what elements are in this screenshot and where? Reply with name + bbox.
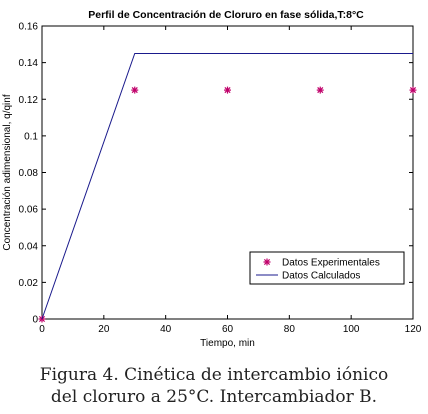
y-tick-label: 0.04 xyxy=(19,241,39,252)
y-tick-label: 0.06 xyxy=(19,205,39,216)
legend-label: Datos Experimentales xyxy=(282,258,380,269)
marker-stroke xyxy=(409,87,417,94)
legend-box xyxy=(249,251,405,285)
legend: Datos Experimentales Datos Calculados xyxy=(249,251,405,285)
data-point-experimental xyxy=(316,86,324,94)
x-tick-label: 60 xyxy=(222,324,234,335)
legend-label: Datos Calculados xyxy=(282,271,360,282)
y-tick-label: 0.16 xyxy=(19,22,39,33)
marker-stroke xyxy=(317,87,324,94)
y-axis-label: Concentración adimensional, q/qinf xyxy=(2,94,13,250)
x-tick-label: 80 xyxy=(284,324,296,335)
data-point-experimental xyxy=(131,86,139,94)
marker-stroke xyxy=(131,87,138,94)
x-tick-label: 100 xyxy=(343,324,360,335)
y-tick-label: 0.08 xyxy=(19,168,39,179)
marker-stroke xyxy=(224,87,231,94)
x-tick-label: 40 xyxy=(160,324,172,335)
marker-stroke xyxy=(263,258,271,266)
series-line-calculados xyxy=(41,52,413,320)
caption-line-1: Figura 4. Cinética de intercambio iónico xyxy=(39,365,389,385)
y-tick-label: 0 xyxy=(32,315,38,326)
x-tick-label: 120 xyxy=(405,324,422,335)
chart: Perfil de Concentración de Cloruro en fa… xyxy=(2,9,422,349)
series-layer xyxy=(38,52,417,323)
y-tick-label: 0.14 xyxy=(19,58,39,69)
chart-title: Perfil de Concentración de Cloruro en fa… xyxy=(88,9,364,21)
x-tick-label: 20 xyxy=(98,324,110,335)
ticks: 0 20 40 60 80 100 120 0 0.02 0.04 0.06 0.08 0.1 0.12 0… xyxy=(19,22,422,336)
x-tick-label: 0 xyxy=(39,324,45,335)
y-tick-label: 0.12 xyxy=(19,95,39,106)
data-point-experimental xyxy=(224,86,231,94)
caption-line-2: del cloruro a 25°C. Intercambiador B. xyxy=(50,387,378,407)
figure-caption: Figura 4. Cinética de intercambio iónico… xyxy=(0,364,428,408)
legend-marker-swatch xyxy=(263,258,271,266)
x-axis-label: Tiempo, min xyxy=(200,338,255,349)
y-tick-label: 0.02 xyxy=(19,278,39,289)
data-point-experimental xyxy=(409,86,417,94)
y-tick-label: 0.1 xyxy=(24,131,38,142)
